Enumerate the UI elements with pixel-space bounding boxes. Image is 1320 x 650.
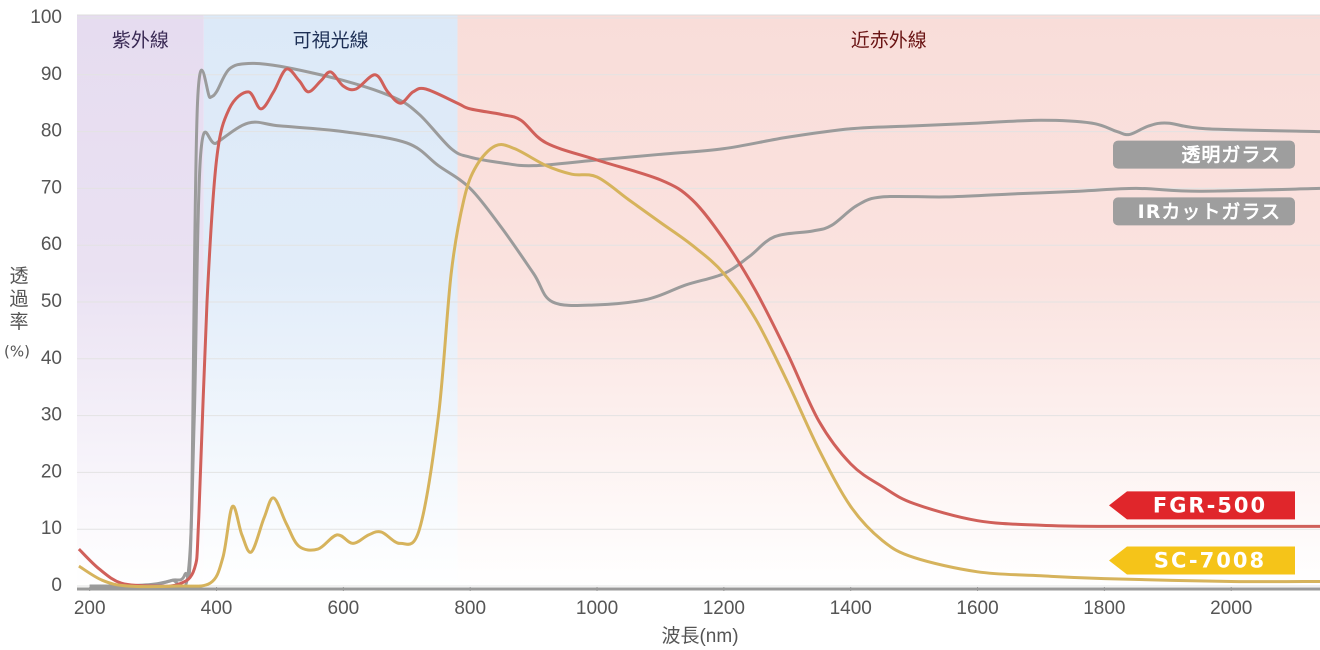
series-line xyxy=(77,67,1320,588)
x-tick-label: 1200 xyxy=(703,598,745,619)
legend-label: SC-7008 xyxy=(1154,548,1266,572)
series-line xyxy=(89,120,1320,590)
x-tick-label: 1000 xyxy=(576,598,618,619)
x-tick-label: 1800 xyxy=(1083,598,1125,619)
x-tick-label: 200 xyxy=(74,598,106,619)
legend-tag xyxy=(1113,197,1295,226)
legend-label: IRカットガラス xyxy=(1138,201,1281,223)
legend-label: 透明ガラス xyxy=(1181,144,1281,166)
x-tick-label: 600 xyxy=(328,598,360,619)
y-tick-label: 0 xyxy=(51,575,62,596)
y-axis-label: 透過率 xyxy=(7,265,29,334)
y-tick-label: 30 xyxy=(41,405,62,426)
x-tick-label: 2000 xyxy=(1210,598,1252,619)
region-label: 可視光線 xyxy=(293,30,369,52)
y-tick-label: 90 xyxy=(41,64,62,85)
y-tick-label: 70 xyxy=(41,177,62,198)
y-tick-label: 10 xyxy=(41,518,62,539)
y-tick-label: 40 xyxy=(41,348,62,369)
series-line xyxy=(78,143,1320,589)
region-label: 近赤外線 xyxy=(851,30,927,52)
region-label: 紫外線 xyxy=(112,30,169,52)
region-band xyxy=(203,15,458,586)
y-tick-label: 50 xyxy=(41,291,62,312)
x-tick-label: 1600 xyxy=(956,598,998,619)
x-axis-label: 波長(nm) xyxy=(661,625,738,647)
legend-tag xyxy=(1113,140,1295,169)
region-band xyxy=(77,15,204,586)
x-tick-label: 800 xyxy=(454,598,486,619)
legend-tag xyxy=(1109,491,1295,520)
y-tick-label: 80 xyxy=(41,121,62,142)
y-axis-unit: (%) xyxy=(4,343,30,361)
x-tick-label: 400 xyxy=(201,598,233,619)
y-tick-label: 100 xyxy=(30,7,62,28)
y-tick-label: 60 xyxy=(41,234,62,255)
legend-tag xyxy=(1109,546,1295,575)
legend-label: FGR-500 xyxy=(1153,493,1267,517)
x-tick-label: 1400 xyxy=(830,598,872,619)
y-tick-label: 20 xyxy=(41,461,62,482)
